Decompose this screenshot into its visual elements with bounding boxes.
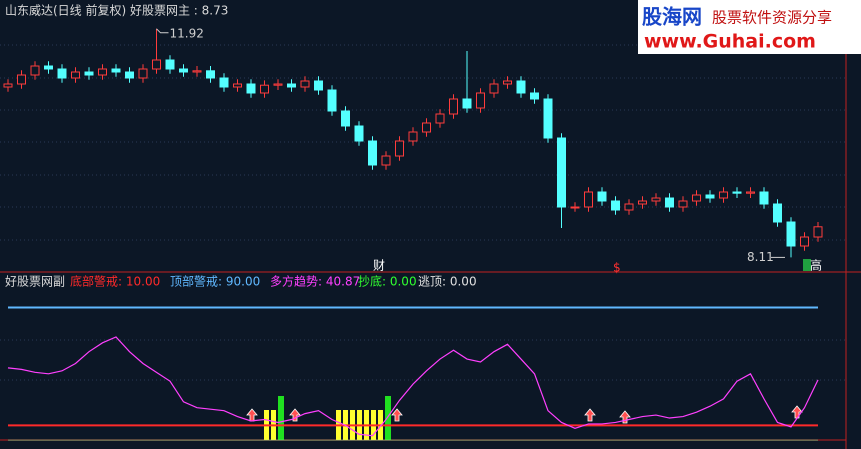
signal-bar (278, 396, 284, 440)
candle-body (489, 83, 499, 94)
legend-item: 多方趋势: 40.87 (270, 274, 360, 289)
candle-body (651, 197, 661, 202)
watermark-url: www.Guhai.com (644, 31, 816, 53)
candle-body (192, 70, 202, 73)
annotation: $ (613, 261, 621, 275)
candle-body (557, 137, 566, 208)
candle-body (165, 59, 175, 70)
trend-line (7, 336, 819, 437)
candle-body (786, 221, 796, 247)
candle-body (422, 122, 431, 133)
watermark-slogan: 股票软件资源分享 (712, 9, 832, 27)
candle-body (759, 191, 769, 205)
candle-body (84, 71, 94, 76)
candle-body (354, 125, 364, 142)
candle-body (260, 84, 269, 94)
candle-body (530, 92, 539, 100)
low-label: 8.11 (747, 250, 774, 264)
candle-body (543, 98, 553, 139)
arrow (289, 408, 301, 422)
annotation: 财 (373, 259, 385, 273)
candle-body (611, 200, 620, 211)
legend-item: 底部警戒: 10.00 (70, 274, 160, 289)
arrow (391, 408, 403, 422)
signal-bar (385, 396, 391, 440)
arrow (619, 410, 631, 424)
candle-body (219, 77, 229, 88)
candle-body (773, 203, 782, 223)
candle-body (597, 191, 607, 202)
candle-body (638, 200, 647, 205)
legend-item: 顶部警戒: 90.00 (170, 274, 260, 289)
main-title: 山东威达(日线 前复权) 好股票网主 : 8.73 (5, 3, 228, 18)
sub-title: 好股票网副 (5, 275, 65, 289)
watermark-brand: 股海网 (642, 5, 702, 29)
candle-body (692, 194, 701, 202)
candle-body (719, 191, 728, 199)
legend-item: 抄底: 0.00 (358, 274, 417, 289)
annotation: 高 (810, 258, 822, 273)
legend-item: 逃顶: 0.00 (418, 275, 477, 289)
candle-body (462, 98, 472, 109)
candle-body (395, 140, 404, 157)
annotation-marker (803, 259, 811, 271)
candle-body (381, 155, 391, 166)
candle-body (503, 80, 512, 85)
candle-body (300, 80, 310, 88)
watermark-box (638, 0, 861, 54)
candle-body (57, 68, 67, 79)
candle-body (314, 80, 323, 91)
grid (0, 44, 846, 381)
candle-body (813, 226, 823, 238)
candle-body (138, 68, 148, 79)
candle-body (665, 197, 674, 208)
candle-body (179, 68, 188, 73)
candle-body (273, 83, 283, 86)
candle-body (678, 200, 688, 208)
candle-body (435, 113, 445, 124)
arrow (584, 408, 596, 422)
candle-body (746, 191, 755, 194)
candle-body (3, 83, 13, 88)
candle-body (732, 191, 742, 194)
candle-body (287, 83, 296, 88)
candle-body (800, 236, 809, 247)
candle-body (449, 98, 458, 115)
candle-body (125, 71, 134, 79)
candle-body (233, 83, 242, 88)
candle-body (111, 68, 121, 73)
high-label: 11.92 (170, 26, 204, 40)
candle-body (570, 206, 580, 209)
candle-body (98, 68, 107, 76)
candle-body (408, 131, 418, 142)
candle-body (17, 74, 26, 85)
candle-body (368, 140, 377, 166)
candle-body (246, 83, 256, 94)
annotation-pointer (156, 28, 169, 34)
candle-body (206, 70, 215, 79)
candle-body (516, 80, 526, 94)
candle-body (71, 71, 80, 79)
candle-body (327, 89, 337, 112)
candle-body (341, 110, 350, 127)
candle-body (44, 65, 53, 70)
candle-body (584, 191, 593, 208)
candle-body (624, 203, 634, 211)
candle-body (705, 194, 715, 199)
candle-body (152, 59, 161, 70)
candle-body (30, 65, 40, 76)
candle-body (476, 92, 485, 109)
